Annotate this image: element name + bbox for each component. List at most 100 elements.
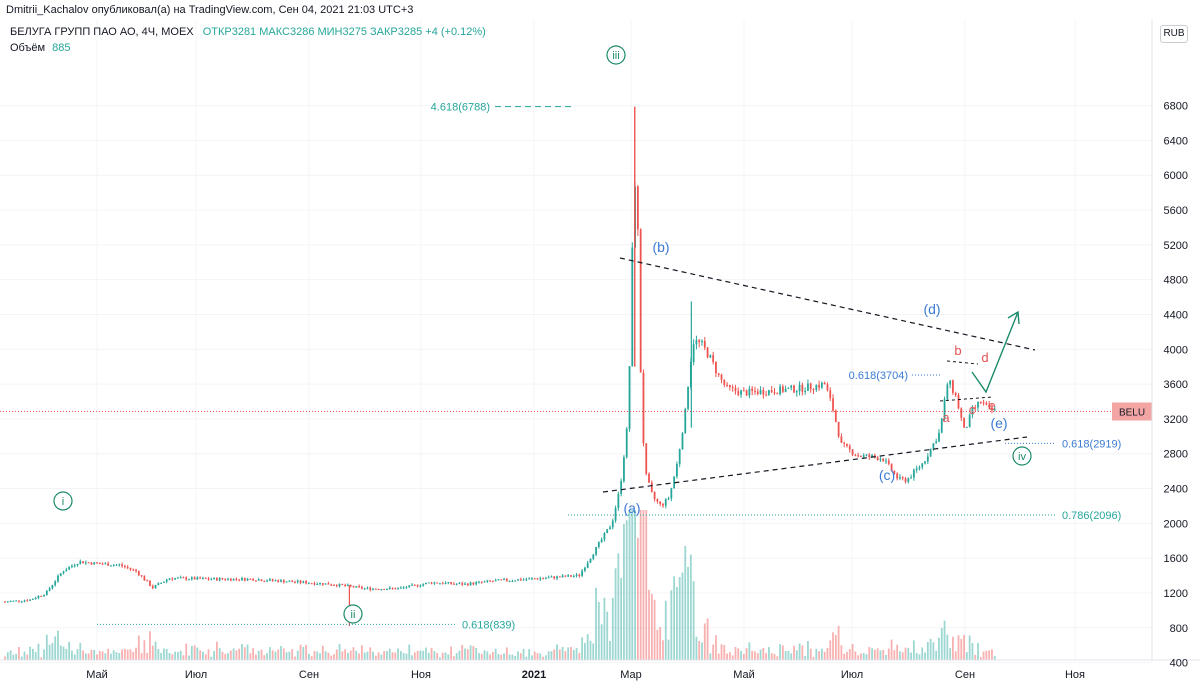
volume-bar: [296, 650, 299, 660]
volume-bar: [921, 647, 924, 660]
candle-body: [475, 582, 478, 585]
volume-bar: [199, 650, 202, 660]
volume-bar: [648, 589, 650, 660]
volume-bar: [140, 653, 143, 660]
volume-bar: [848, 649, 851, 660]
volume-bar: [26, 654, 29, 660]
candle-body: [979, 402, 982, 404]
volume-bar: [123, 649, 126, 660]
volume-bar: [157, 648, 160, 660]
volume-bar: [204, 654, 207, 660]
volume-bar: [31, 648, 34, 660]
candle-body: [288, 580, 291, 582]
volume-label[interactable]: Объём: [10, 42, 46, 54]
candle-body: [121, 564, 123, 567]
candle-body: [935, 441, 938, 444]
volume-bar: [595, 587, 597, 660]
candle-body: [597, 542, 600, 547]
price-tick-label: 1200: [1164, 588, 1188, 600]
volume-bar: [215, 641, 218, 660]
volume-bar: [544, 655, 547, 660]
candle-body: [695, 340, 698, 345]
candle-body: [820, 382, 823, 388]
volume-bar: [834, 635, 837, 660]
volume-bar: [636, 537, 639, 660]
candle-body: [210, 579, 213, 581]
volume-bar: [452, 656, 455, 660]
volume-bar: [96, 654, 98, 660]
volume-bar: [151, 645, 154, 660]
volume-bar: [176, 652, 179, 660]
volume-bar: [257, 650, 260, 660]
volume-bar: [291, 648, 294, 660]
volume-bar: [539, 653, 542, 660]
volume-bar: [717, 653, 720, 660]
volume-bar: [851, 643, 854, 660]
candle-body: [991, 407, 993, 411]
fib-level-label: 0.786(2096): [1062, 510, 1121, 522]
volume-bar: [294, 656, 296, 660]
volume-bar: [572, 649, 575, 660]
volume-bar: [547, 651, 550, 660]
candle-body: [397, 588, 400, 590]
volume-bar: [993, 655, 996, 660]
price-tick-label: 4000: [1164, 344, 1188, 356]
volume-bar: [860, 653, 862, 660]
volume-bar: [692, 581, 695, 660]
candle-body: [915, 468, 918, 470]
candle-body: [985, 402, 988, 405]
candle-body: [519, 579, 522, 581]
candle-body: [157, 583, 160, 586]
volume-bar: [174, 651, 176, 660]
volume-bar: [321, 645, 324, 660]
volume-bar: [790, 653, 793, 660]
volume-bar: [335, 649, 338, 660]
candle-body: [505, 579, 508, 581]
candle-body: [862, 455, 865, 457]
volume-bar: [154, 641, 157, 660]
volume-bar: [43, 649, 45, 660]
volume-bar: [662, 640, 664, 660]
symbol-title[interactable]: БЕЛУГА ГРУПП ПАО АО, 4Ч, MOEX: [10, 26, 194, 38]
candle-body: [450, 582, 452, 584]
candle-body: [988, 404, 991, 408]
sub-wave-label: d: [981, 350, 988, 365]
primary-wave-marker: [1012, 446, 1032, 466]
candle-body: [135, 569, 137, 572]
currency-button[interactable]: RUB: [1160, 25, 1188, 43]
candle-body: [118, 564, 121, 566]
candle-body: [837, 421, 840, 437]
candle-body: [221, 578, 224, 580]
volume-bar: [165, 648, 168, 660]
candle-body: [553, 576, 556, 579]
candle-body: [394, 588, 397, 590]
candle-body: [676, 463, 678, 477]
volume-bar: [238, 648, 241, 660]
volume-bar: [260, 649, 263, 660]
time-tick-label: Июл: [185, 669, 207, 681]
candle-body: [452, 583, 455, 585]
volume-bar: [425, 647, 427, 660]
candle-body: [76, 564, 79, 566]
candle-body: [110, 565, 112, 567]
volume-bar: [23, 651, 26, 660]
candle-body: [285, 581, 288, 583]
volume-bar: [511, 654, 514, 660]
candle-body: [890, 463, 893, 471]
volume-bar: [795, 650, 798, 660]
candle-body: [319, 583, 321, 585]
volume-bar: [823, 651, 826, 660]
volume-bar: [196, 647, 199, 660]
volume-bar: [971, 642, 974, 660]
fib-level-label: 0.618(3704): [849, 370, 908, 382]
volume-bar: [614, 568, 617, 660]
time-tick-label: 2021: [522, 669, 546, 681]
volume-bar: [87, 653, 90, 660]
candle-body: [508, 580, 511, 582]
corrective-wave-label: (d): [923, 301, 940, 317]
volume-bar: [938, 637, 940, 660]
volume-bar: [862, 653, 865, 660]
candle-body: [171, 578, 174, 580]
candle-body: [408, 585, 411, 588]
